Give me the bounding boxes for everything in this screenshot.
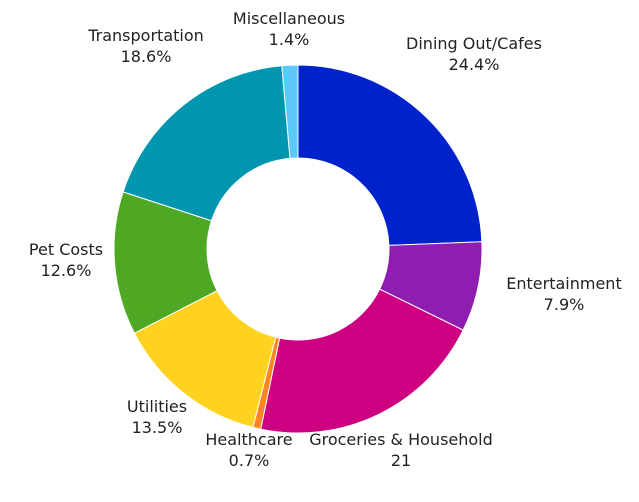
label-dining-out-cafes: Dining Out/Cafes 24.4% [406, 34, 542, 74]
label-healthcare: Healthcare 0.7% [205, 430, 292, 470]
label-pet-costs: Pet Costs 12.6% [29, 240, 103, 280]
slice-groceries-household [260, 288, 464, 434]
slice-transportation [122, 65, 291, 222]
label-entertainment: Entertainment 7.9% [506, 274, 621, 314]
slice-miscellaneous [281, 64, 299, 159]
label-groceries-household: Groceries & Household 21 [309, 430, 493, 470]
label-utilities: Utilities 13.5% [127, 397, 187, 437]
slice-dining-out-cafes [297, 64, 483, 246]
label-miscellaneous: Miscellaneous 1.4% [233, 9, 345, 49]
slice-labels: Dining Out/Cafes 24.4% Entertainment 7.9% Gr… [29, 9, 622, 470]
donut-slices [113, 64, 483, 434]
label-transportation: Transportation 18.6% [87, 26, 204, 66]
